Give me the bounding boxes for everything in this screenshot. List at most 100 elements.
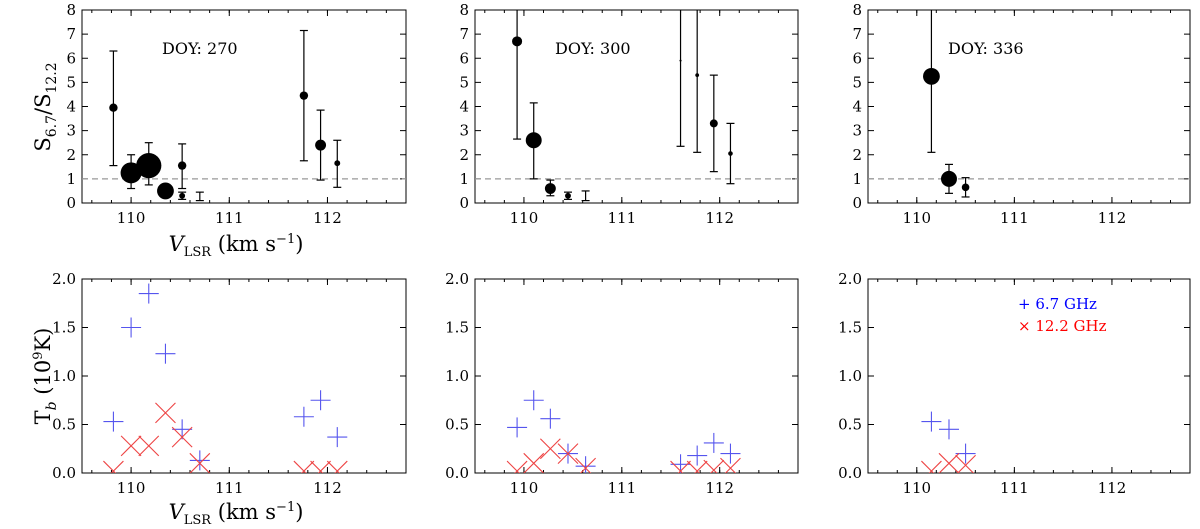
legend-entry-12-2: × 12.2 GHz (1018, 317, 1107, 335)
tb-y-main: T (31, 410, 55, 424)
cross-b (677, 460, 691, 473)
doy-annotation: DOY: 270 (162, 39, 238, 58)
cross-marker (703, 459, 725, 473)
tb-y-exp: 9 (31, 352, 46, 360)
data-point (157, 182, 174, 200)
cross-marker (103, 460, 124, 473)
panel-1: 110 111 112 0 1 2 3 4 5 6 7 8 DOY: 270 (66, 1, 407, 227)
plus-marker (703, 432, 724, 453)
axes-frame (81, 278, 407, 474)
x-tick-label: 112 (313, 479, 342, 497)
plus-marker (523, 390, 544, 411)
cross-b (301, 460, 315, 473)
cross-b (539, 438, 561, 460)
y-tick-label: 8 (852, 1, 862, 19)
y-tick-label: 1 (459, 170, 469, 188)
y-tick-label: 4 (459, 98, 469, 116)
plus-marker (687, 445, 708, 466)
cross-marker (539, 438, 561, 460)
y-tick-label: 2 (459, 146, 469, 164)
y-tick-label: 1 (852, 170, 862, 188)
cross-b (928, 460, 942, 473)
cross-marker (938, 452, 960, 473)
cross-marker (120, 435, 142, 457)
y-tick-label: 2 (852, 146, 862, 164)
cross-b (514, 460, 528, 473)
data-point (179, 192, 186, 199)
cross-marker (720, 457, 741, 473)
x-tick-label: 111 (1000, 209, 1029, 227)
y-tick-label: 1.5 (52, 319, 76, 337)
y-tick-label: 0.0 (445, 464, 469, 482)
y-tick-label: 2.0 (52, 270, 76, 288)
x-label-unit: (km s (211, 500, 276, 524)
y-tick-label: 5 (852, 73, 862, 91)
y-tick-label: 0.0 (52, 464, 76, 482)
cross-marker (523, 452, 545, 473)
cross-marker (310, 460, 331, 473)
cross-marker (575, 457, 596, 473)
tb-y-close: K) (31, 328, 55, 352)
cross-marker (955, 454, 976, 473)
y-tick-label: 1.5 (838, 319, 862, 337)
cross-b (579, 457, 596, 473)
x-tick-label: 112 (313, 209, 342, 227)
legend-label: 12.2 GHz (1035, 317, 1106, 335)
y-tick-label: 8 (66, 1, 76, 19)
x-tick-label: 110 (117, 209, 146, 227)
legend-marker: + (1018, 295, 1035, 313)
y-tick-label: 4 (66, 98, 76, 116)
x-tick-label: 111 (607, 479, 636, 497)
plus-marker (720, 443, 741, 464)
cross-b (171, 426, 193, 448)
data-points (923, 10, 970, 198)
plus-marker (575, 456, 596, 473)
x-tick-label: 112 (705, 479, 734, 497)
x-label-main: V (169, 232, 186, 256)
cross-marker (171, 426, 193, 448)
plus-marker (507, 417, 528, 438)
data-point (728, 151, 733, 156)
y-tick-label: 5 (66, 73, 76, 91)
y-tick-label: 0 (459, 194, 469, 212)
cross-b (957, 454, 976, 473)
x-tick-label: 110 (117, 479, 146, 497)
cross-b (317, 460, 331, 473)
x-label-close: ) (295, 500, 303, 524)
data-point (709, 119, 718, 128)
y-tick-label: 5 (459, 73, 469, 91)
plus-marker (155, 343, 176, 364)
x-label-sub: LSR (184, 245, 213, 260)
x-label-main: V (169, 500, 186, 524)
axes-frame (474, 278, 799, 474)
cross-marker (686, 460, 708, 473)
x-tick-label: 111 (607, 209, 636, 227)
y-tick-label: 2 (66, 146, 76, 164)
y-tick-label: 2.0 (838, 270, 862, 288)
y-tick-label: 0.0 (838, 464, 862, 482)
panel-2: 110 111 112 0 1 2 3 4 5 6 7 8 DOY: 300 (459, 1, 799, 227)
x-tick-label: 110 (510, 209, 539, 227)
x-label-close: ) (295, 232, 303, 256)
plus-marker (189, 450, 210, 471)
data-point (961, 183, 970, 192)
doy-annotation: DOY: 336 (948, 39, 1024, 58)
ratio-y-axis-label: S6.7/S12.2 (31, 62, 60, 151)
ratio-y-sub2: 12.2 (44, 62, 60, 93)
plus-marker (938, 419, 959, 440)
y-tick-label: 3 (459, 122, 469, 140)
panel-5: 110 111 112 0.0 0.5 1.0 1.5 2.0 (445, 270, 799, 497)
plus-marker (121, 317, 142, 338)
cross-marker (138, 435, 160, 457)
x-tick-label: 111 (215, 479, 244, 497)
y-tick-label: 3 (66, 122, 76, 140)
data-markers (506, 390, 741, 473)
y-tick-label: 0 (852, 194, 862, 212)
axes-frame (867, 9, 1191, 204)
y-tick-label: 1 (66, 170, 76, 188)
data-point (177, 161, 187, 170)
data-point (136, 153, 162, 179)
data-point (679, 59, 682, 62)
y-tick-label: 0.5 (838, 416, 862, 434)
cross-b (155, 402, 176, 424)
